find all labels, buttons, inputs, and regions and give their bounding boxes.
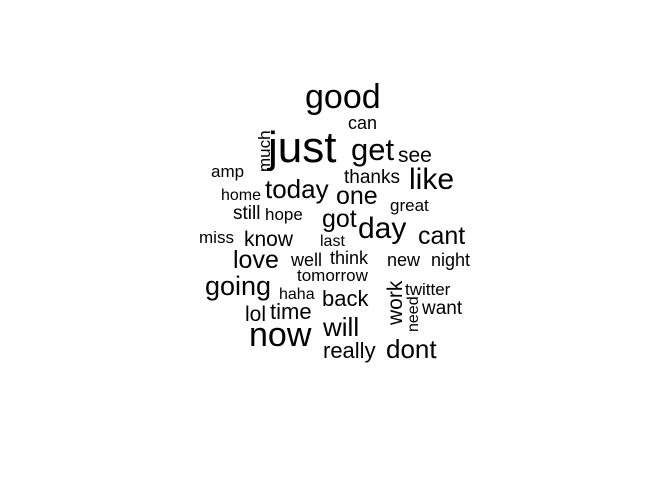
- word-love: love: [233, 246, 279, 274]
- word-amp: amp: [211, 162, 245, 181]
- word-good: good: [305, 78, 381, 116]
- word-got: got: [322, 205, 357, 233]
- word-can: can: [348, 113, 378, 133]
- word-new: new: [387, 250, 421, 270]
- word-back: back: [322, 286, 369, 311]
- word-twitter: twitter: [405, 280, 451, 299]
- word-like: like: [409, 163, 455, 196]
- word-last: last: [320, 233, 345, 250]
- word-want: want: [422, 298, 463, 319]
- word-today: today: [265, 174, 329, 204]
- word-will: will: [323, 312, 360, 342]
- word-think: think: [330, 248, 369, 268]
- word-much: much: [255, 130, 274, 172]
- word-home: home: [221, 187, 262, 204]
- word-work: work: [384, 280, 407, 325]
- word-see: see: [398, 144, 432, 167]
- word-day: day: [358, 212, 407, 245]
- word-dont: dont: [386, 334, 437, 364]
- word-still: still: [233, 203, 261, 224]
- word-going: going: [205, 271, 272, 301]
- word-well: well: [291, 250, 323, 270]
- word-need: need: [405, 296, 422, 332]
- word-night: night: [431, 250, 471, 270]
- word-thanks: thanks: [344, 167, 400, 188]
- word-know: know: [244, 228, 294, 251]
- word-time: time: [270, 299, 312, 324]
- word-tomorrow: tomorrow: [297, 266, 368, 285]
- word-now: now: [249, 316, 312, 354]
- word-one: one: [336, 182, 378, 210]
- word-miss: miss: [199, 228, 234, 247]
- word-hope: hope: [265, 205, 303, 224]
- word-just: just: [268, 123, 337, 172]
- word-really: really: [323, 338, 376, 363]
- word-great: great: [390, 196, 429, 215]
- word-haha: haha: [279, 286, 315, 303]
- word-cant: cant: [418, 222, 466, 250]
- word-get: get: [351, 132, 395, 167]
- word-lol: lol: [245, 303, 267, 326]
